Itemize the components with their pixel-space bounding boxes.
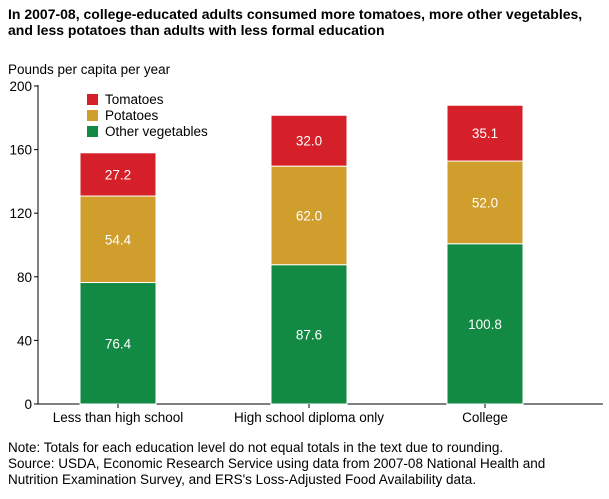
y-tick-label: 0 — [24, 397, 32, 412]
chart-title: In 2007-08, college-educated adults cons… — [8, 6, 583, 38]
source-text-line-2: Nutrition Examination Survey, and ERS's … — [8, 472, 477, 487]
y-tick-label: 160 — [9, 143, 32, 158]
chart-notes: Note: Totals for each education level do… — [8, 440, 603, 488]
legend-label: Potatoes — [105, 108, 159, 123]
bar-value-label: 35.1 — [472, 126, 498, 141]
note-text: Note: Totals for each education level do… — [8, 440, 504, 455]
y-tick-label: 120 — [9, 206, 32, 221]
bar-value-label: 76.4 — [105, 336, 132, 351]
legend-swatch — [87, 94, 98, 105]
y-tick-label: 40 — [17, 333, 32, 348]
legend-label: Other vegetables — [105, 124, 208, 139]
bar-segment — [79, 152, 157, 197]
bar-segment — [446, 160, 524, 245]
bar-value-label: 27.2 — [105, 167, 131, 182]
bar-value-label: 54.4 — [105, 232, 132, 247]
bar-value-label: 62.0 — [296, 208, 322, 223]
bar-segment — [270, 114, 348, 167]
y-axis-label: Pounds per capita per year — [8, 62, 171, 77]
x-tick-label: Less than high school — [53, 410, 184, 425]
legend-label: Tomatoes — [105, 92, 164, 107]
bar-value-label: 87.6 — [296, 327, 322, 342]
y-tick-label: 80 — [17, 270, 32, 285]
bar-segment — [446, 104, 524, 162]
x-tick-label: High school diploma only — [234, 410, 384, 425]
bar-value-label: 52.0 — [472, 195, 498, 210]
y-tick-label: 200 — [9, 79, 32, 94]
legend-swatch — [87, 126, 98, 137]
bar-segment — [79, 282, 157, 405]
stacked-bar-chart: 0 40 80 120 160 200 76.4 54.4 27.2 Less than high… — [9, 79, 603, 425]
bar-segment — [79, 195, 157, 284]
bar-segment — [270, 165, 348, 266]
bar-value-label: 100.8 — [468, 317, 502, 332]
bar-value-label: 32.0 — [296, 134, 322, 149]
x-tick-label: College — [462, 410, 508, 425]
legend-swatch — [87, 110, 98, 121]
bar-segment — [270, 264, 348, 405]
source-text-line-1: Source: USDA, Economic Research Service … — [8, 456, 546, 471]
